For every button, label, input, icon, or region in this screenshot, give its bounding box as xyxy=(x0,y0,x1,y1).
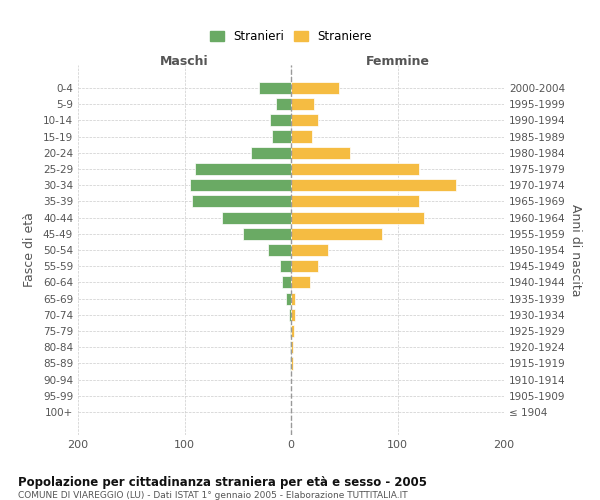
Bar xyxy=(291,98,314,110)
Bar xyxy=(251,146,291,159)
Bar xyxy=(192,196,291,207)
Bar xyxy=(291,260,317,272)
Bar xyxy=(259,82,291,94)
Bar xyxy=(291,341,293,353)
Bar xyxy=(290,325,291,337)
Text: Maschi: Maschi xyxy=(160,56,209,68)
Bar xyxy=(283,276,291,288)
Bar xyxy=(243,228,291,240)
Bar xyxy=(291,114,317,126)
Y-axis label: Fasce di età: Fasce di età xyxy=(23,212,36,288)
Bar xyxy=(190,179,291,191)
Bar xyxy=(222,212,291,224)
Bar xyxy=(291,244,328,256)
Bar xyxy=(270,114,291,126)
Bar xyxy=(291,130,313,142)
Bar xyxy=(195,163,291,175)
Text: Popolazione per cittadinanza straniera per età e sesso - 2005: Popolazione per cittadinanza straniera p… xyxy=(18,476,427,489)
Bar xyxy=(291,228,382,240)
Y-axis label: Anni di nascita: Anni di nascita xyxy=(569,204,582,296)
Bar xyxy=(276,98,291,110)
Bar xyxy=(291,212,424,224)
Bar xyxy=(290,341,291,353)
Legend: Stranieri, Straniere: Stranieri, Straniere xyxy=(206,26,376,46)
Bar xyxy=(289,309,291,321)
Bar xyxy=(291,325,294,337)
Bar xyxy=(291,163,419,175)
Bar xyxy=(291,146,350,159)
Bar xyxy=(286,292,291,304)
Bar xyxy=(290,358,291,370)
Text: Femmine: Femmine xyxy=(365,56,430,68)
Bar xyxy=(291,309,295,321)
Bar xyxy=(291,292,295,304)
Bar xyxy=(291,358,293,370)
Bar xyxy=(280,260,291,272)
Bar xyxy=(291,276,310,288)
Bar xyxy=(291,179,456,191)
Bar xyxy=(272,130,291,142)
Bar xyxy=(291,82,339,94)
Bar xyxy=(291,196,419,207)
Bar xyxy=(268,244,291,256)
Text: COMUNE DI VIAREGGIO (LU) - Dati ISTAT 1° gennaio 2005 - Elaborazione TUTTITALIA.: COMUNE DI VIAREGGIO (LU) - Dati ISTAT 1°… xyxy=(18,491,407,500)
